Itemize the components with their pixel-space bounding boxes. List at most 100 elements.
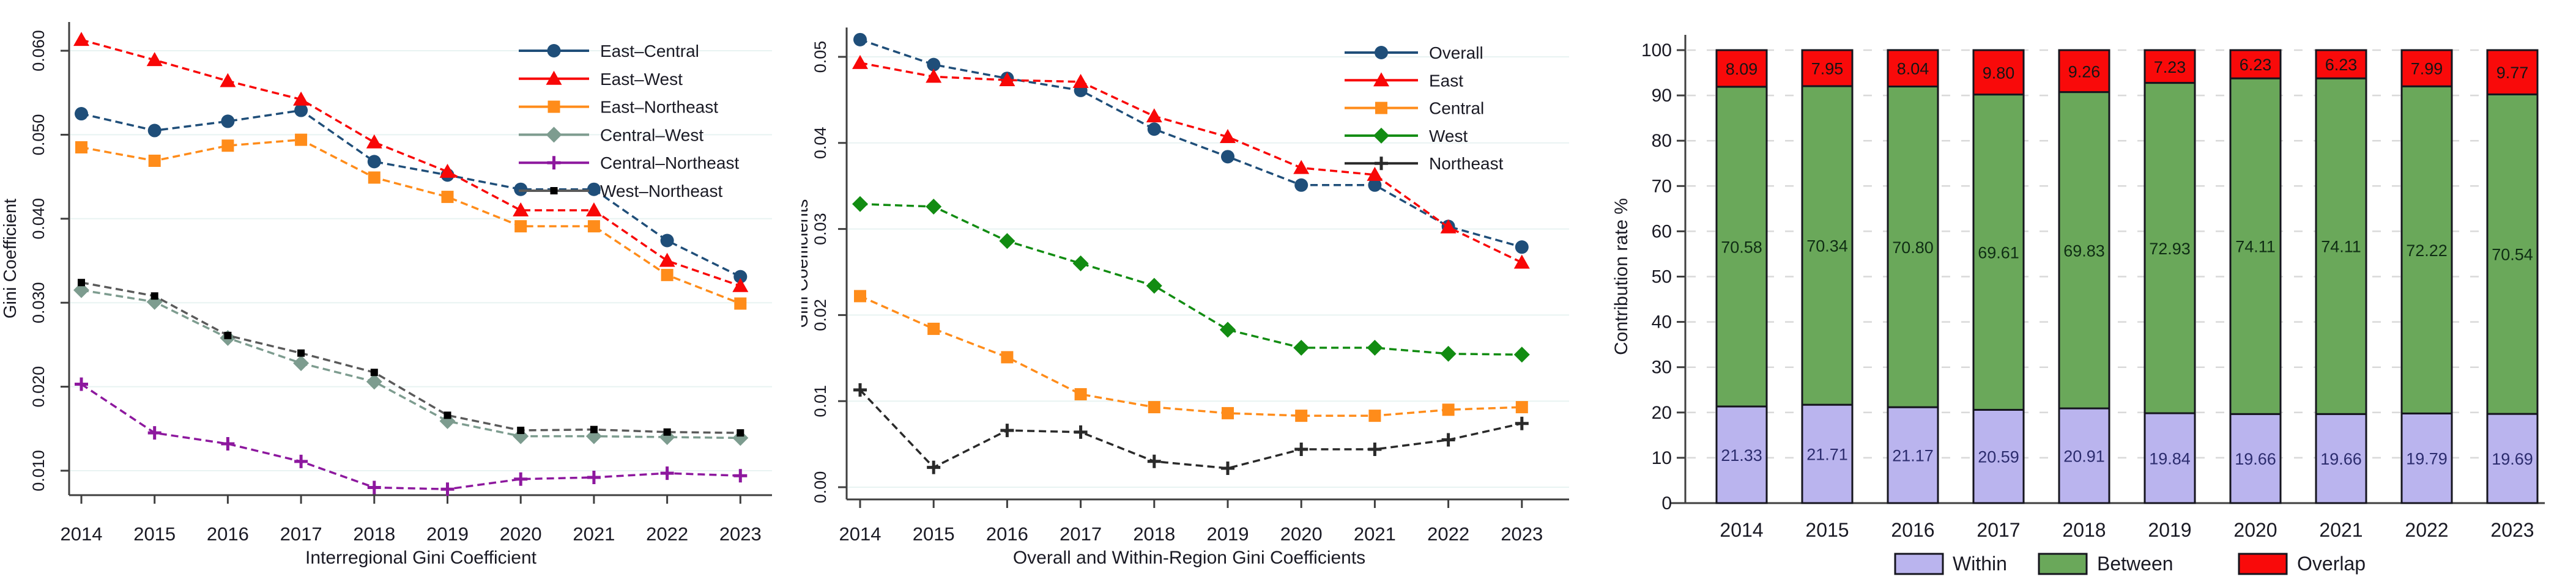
bar-segment-2019-Overlap [2144, 49, 2196, 84]
bar-label-2020-Overlap: 6.23 [2240, 56, 2272, 74]
x-tick-label: 2021 [573, 523, 615, 545]
legend-item-Central–West: Central–West [519, 125, 703, 144]
y-tick-label: 0.030 [29, 282, 48, 323]
series-East–Northeast [75, 133, 747, 310]
legend: Overall East Central West Northeast [1345, 43, 1504, 173]
bar-2019: 19.84 72.93 7.23 [2144, 49, 2196, 504]
legend-item-West–Northeast: West–Northeast [519, 182, 722, 201]
bar-label-2023-Within: 19.69 [2492, 450, 2533, 468]
x-tick-label: 2020 [500, 523, 542, 545]
y-tick-label: 0.010 [29, 450, 48, 491]
x-tick-label: 2022 [646, 523, 688, 545]
y-tick-label: 40 [1652, 312, 1672, 333]
legend-item-East–West: East–West [519, 70, 683, 89]
x-axis-title: Interregional Gini Coefficient [305, 548, 537, 568]
x-tick-label: 2020 [1280, 523, 1323, 545]
x-tick-label: 2018 [353, 523, 395, 545]
y-axis-ticks: 0.010 0.020 0.030 0.040 0.050 0.060 [29, 30, 69, 491]
x-tick-label: 2018 [2062, 519, 2106, 541]
bar-segment-2017-Between [1972, 94, 2025, 411]
legend-label: Between [2097, 553, 2173, 575]
bar-label-2017-Within: 20.59 [1978, 448, 2019, 466]
bar-segment-2018-Overlap [2058, 49, 2110, 94]
bar-segment-2023-Within [2486, 413, 2539, 504]
bar-label-2021-Overlap: 6.23 [2325, 56, 2358, 74]
legend: Within Between Overlap [1894, 553, 2366, 575]
bar-segment-2020-Overlap [2229, 49, 2282, 79]
bar-label-2014-Overlap: 8.09 [1726, 60, 1758, 78]
x-tick-label: 2021 [1354, 523, 1396, 545]
legend-label: Overall [1429, 43, 1483, 62]
legend-item-East–Central: East–Central [519, 42, 699, 61]
bar-segment-2023-Overlap [2486, 49, 2539, 95]
bar-label-2019-Between: 72.93 [2149, 240, 2191, 258]
y-axis-title: Gini Coefficient [1, 199, 20, 318]
legend-item-Within: Within [1894, 553, 2007, 575]
x-axis-title: Overall and Within-Region Gini Coefficie… [1013, 548, 1365, 568]
bar-2016: 21.17 70.80 8.04 [1887, 49, 1939, 504]
x-tick-label: 2015 [1805, 519, 1849, 541]
x-tick-label: 2019 [426, 523, 469, 545]
series-West–Northeast [78, 279, 744, 437]
x-tick-label: 2022 [1427, 523, 1469, 545]
bar-label-2020-Within: 19.66 [2235, 450, 2276, 468]
x-tick-label: 2017 [1977, 519, 2020, 541]
bar-segment-2016-Overlap [1887, 49, 1939, 88]
bar-segment-2016-Between [1887, 86, 1939, 408]
x-tick-label: 2014 [61, 523, 103, 545]
bar-2017: 20.59 69.61 9.80 [1972, 49, 2025, 504]
gridlines [848, 56, 1569, 488]
bar-label-2022-Overlap: 7.99 [2411, 60, 2443, 78]
y-tick-label: 10 [1652, 448, 1672, 468]
bar-label-2022-Within: 19.79 [2406, 450, 2448, 468]
bar-label-2022-Between: 72.22 [2406, 241, 2448, 260]
y-tick-label: 0.040 [29, 198, 48, 240]
series-West [852, 196, 1530, 363]
x-tick-label: 2015 [133, 523, 176, 545]
bar-segment-2022-Between [2400, 85, 2453, 414]
x-tick-label: 2023 [2490, 519, 2534, 541]
series-Central [854, 290, 1528, 422]
x-tick-label: 2023 [719, 523, 762, 545]
bar-label-2015-Within: 21.71 [1806, 446, 1848, 464]
legend-label: Central–West [600, 125, 703, 144]
y-tick-label: 70 [1652, 176, 1672, 196]
bar-label-2021-Between: 74.11 [2321, 238, 2361, 256]
y-tick-label: 100 [1641, 40, 1672, 61]
bar-segment-2019-Within [2144, 412, 2196, 504]
bar-segment-2021-Overlap [2315, 49, 2367, 79]
panel-contribution-rate: 0 10 20 30 40 50 60 70 80 90 100 Contribution rate … [1591, 0, 2576, 585]
x-tick-label: 2017 [1060, 523, 1102, 545]
bar-segment-2018-Between [2058, 91, 2110, 410]
bar-2014: 21.33 70.58 8.09 [1715, 49, 1768, 504]
bar-segment-2017-Within [1972, 408, 2025, 504]
series-Northeast [853, 383, 1529, 476]
y-tick-label: 30 [1652, 358, 1672, 378]
bar-2021: 19.66 74.11 6.23 [2315, 49, 2367, 504]
x-axis-ticks: 2014 2015 2016 2017 2018 2019 2020 2021 2022 2023 [839, 499, 1543, 545]
y-tick-label: 0 [1661, 493, 1672, 513]
legend-label: West [1429, 127, 1468, 145]
y-axis-ticks: 0 10 20 30 40 50 60 70 80 90 100 [1641, 40, 1685, 513]
legend-label: East–Northeast [600, 98, 718, 117]
legend-item-Overlap: Overlap [2238, 553, 2366, 575]
x-tick-label: 2018 [1133, 523, 1175, 545]
legend-label: Overlap [2297, 553, 2366, 575]
bar-segment-2021-Between [2315, 77, 2367, 415]
legend-item-Between: Between [2038, 553, 2173, 575]
y-axis-ticks: 0.00 0.01 0.02 0.03 0.04 0.05 [811, 41, 847, 504]
bar-2018: 20.91 69.83 9.26 [2058, 49, 2110, 504]
bar-segment-2014-Within [1715, 405, 1768, 504]
y-axis-title: Gini Coefficients [801, 199, 812, 328]
bar-label-2018-Within: 20.91 [2063, 447, 2105, 466]
legend-item-Central: Central [1345, 99, 1484, 118]
contribution-rate-stacked-bar-chart: 0 10 20 30 40 50 60 70 80 90 100 Contribution rate … [1611, 35, 2545, 575]
y-tick-label: 0.00 [811, 471, 830, 504]
legend-label: Northeast [1429, 154, 1504, 173]
legend-item-East: East [1345, 71, 1463, 90]
bar-segment-2015-Within [1801, 403, 1854, 504]
x-tick-label: 2020 [2233, 519, 2277, 541]
bar-label-2023-Between: 70.54 [2492, 246, 2533, 264]
bar-2015: 21.71 70.34 7.95 [1801, 49, 1854, 504]
